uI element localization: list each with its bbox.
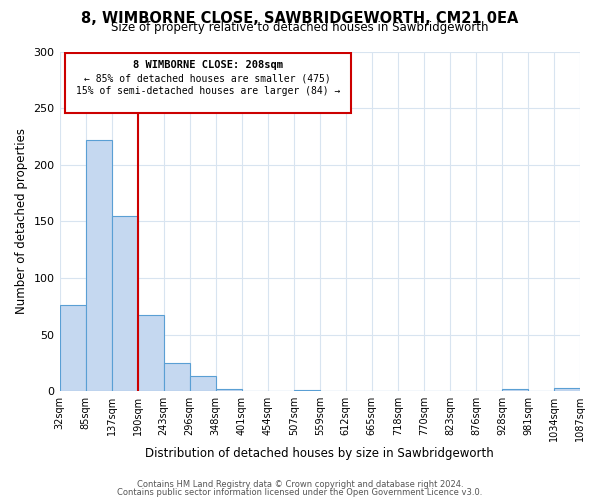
Y-axis label: Number of detached properties: Number of detached properties: [15, 128, 28, 314]
Bar: [86, 140, 112, 391]
X-axis label: Distribution of detached houses by size in Sawbridgeworth: Distribution of detached houses by size …: [145, 447, 494, 460]
Text: ← 85% of detached houses are smaller (475): ← 85% of detached houses are smaller (47…: [85, 74, 331, 84]
Bar: [190, 376, 215, 391]
Bar: [554, 388, 580, 391]
Text: 15% of semi-detached houses are larger (84) →: 15% of semi-detached houses are larger (…: [76, 86, 340, 96]
Bar: [137, 316, 164, 391]
Bar: [65, 53, 351, 112]
Text: 8 WIMBORNE CLOSE: 208sqm: 8 WIMBORNE CLOSE: 208sqm: [133, 60, 283, 70]
Bar: [502, 389, 528, 391]
Bar: [294, 390, 320, 391]
Bar: [112, 216, 137, 391]
Bar: [164, 363, 190, 391]
Text: Size of property relative to detached houses in Sawbridgeworth: Size of property relative to detached ho…: [111, 21, 489, 34]
Bar: [59, 305, 86, 391]
Text: Contains public sector information licensed under the Open Government Licence v3: Contains public sector information licen…: [118, 488, 482, 497]
Bar: [215, 389, 242, 391]
Text: Contains HM Land Registry data © Crown copyright and database right 2024.: Contains HM Land Registry data © Crown c…: [137, 480, 463, 489]
Text: 8, WIMBORNE CLOSE, SAWBRIDGEWORTH, CM21 0EA: 8, WIMBORNE CLOSE, SAWBRIDGEWORTH, CM21 …: [82, 11, 518, 26]
